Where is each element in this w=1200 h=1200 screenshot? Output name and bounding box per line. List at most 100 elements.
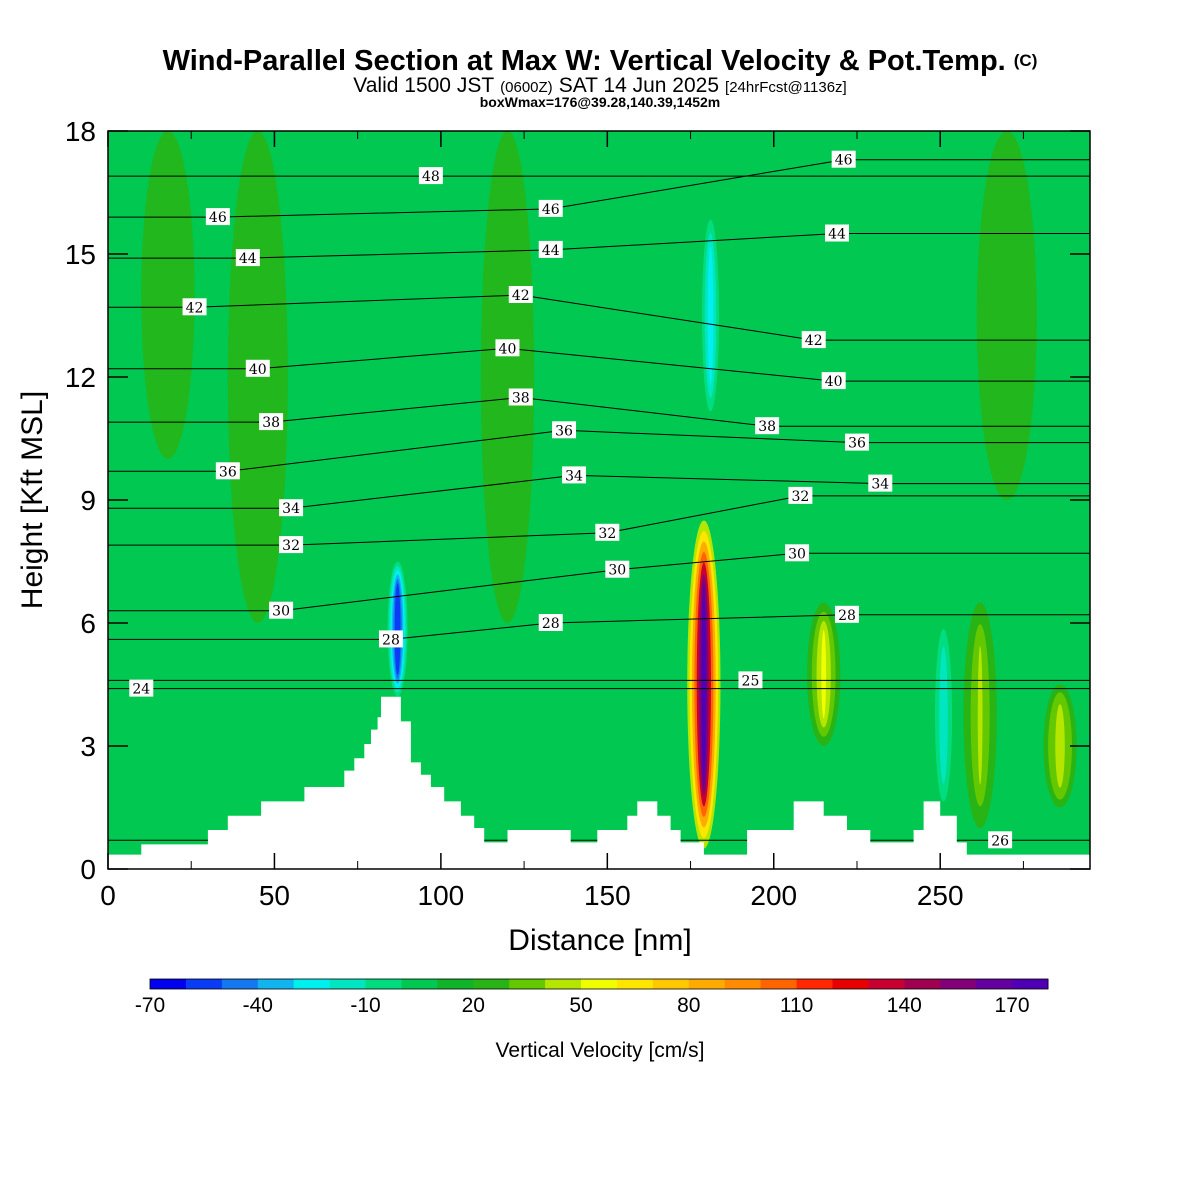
chart-title: Wind-Parallel Section at Max W: Vertical…: [163, 45, 1038, 77]
valid-date: SAT 14 Jun 2025: [559, 74, 719, 97]
plot-area: 24 25 26 28 28 28 30 30 30 32 32 32 34 34 34 36 36 36 38 38…: [108, 131, 1090, 869]
colorbar-swatch: [688, 979, 726, 989]
velocity-streak: [893, 377, 921, 582]
velocity-streak: [554, 623, 595, 787]
contour-label-box: [205, 208, 230, 226]
theta-contour-label: 42: [801, 331, 826, 349]
updraft-core: [821, 630, 827, 719]
theta-contour-label: 36: [215, 462, 240, 480]
valid-time-line: Valid 1500 JST (0600Z) SAT 14 Jun 2025 [24h…: [353, 74, 846, 97]
theta-contour-label: 32: [595, 523, 620, 542]
contour-label-box: [508, 388, 533, 406]
contour-label-box: [269, 601, 294, 619]
colorbar-swatch: [221, 979, 259, 989]
colorbar-swatch: [293, 979, 331, 989]
colorbar-swatch: [868, 979, 905, 989]
contour-label-box: [821, 372, 846, 390]
colorbar-swatch: [940, 979, 977, 989]
y-tick-label: 18: [65, 116, 96, 147]
theta-contour-label: 28: [538, 614, 563, 632]
colorbar-swatch: [329, 979, 367, 989]
contour-label-box: [988, 831, 1013, 849]
contour-label-box: [605, 560, 630, 578]
y-tick-label: 0: [80, 854, 96, 885]
contour-label-text: 46: [209, 210, 227, 226]
contour-label-box: [245, 359, 270, 377]
contour-label-text: 24: [132, 682, 150, 698]
contour-label-text: 36: [848, 436, 866, 452]
colorbar-frame: [149, 978, 1049, 990]
velocity-streak: [480, 131, 535, 623]
contour-label-text: 44: [239, 251, 257, 267]
contour-label-box: [831, 150, 856, 168]
contour-label-box: [259, 413, 284, 431]
colorbar-swatch: [616, 979, 654, 989]
contour-label-text: 40: [499, 341, 517, 357]
contour-label-box: [844, 433, 869, 451]
copyright-mark: (C): [1014, 51, 1038, 70]
colorbar-swatch: [904, 979, 941, 989]
updraft-core: [1057, 708, 1063, 784]
contour-label-text: 32: [791, 489, 809, 505]
contour-label-text: 42: [512, 288, 530, 304]
theta-contour-label: 38: [259, 413, 284, 431]
theta-contour-label: 32: [279, 536, 304, 554]
contour-label-box: [538, 240, 563, 258]
updraft-core: [977, 645, 983, 785]
theta-contour-label: 25: [738, 671, 763, 689]
colorbar-swatch: [401, 979, 438, 989]
x-tick-label: 100: [418, 880, 465, 911]
velocity-streak: [141, 131, 195, 459]
contour-label-text: 38: [512, 391, 530, 407]
colorbar-swatch: [796, 979, 833, 989]
contour-label-text: 25: [742, 673, 760, 689]
colorbar-swatch: [185, 979, 223, 989]
contour-label-text: 48: [422, 169, 440, 185]
contour-label-text: 38: [262, 415, 280, 431]
theta-contour-label: 30: [785, 544, 810, 562]
contour-label-text: 44: [542, 243, 560, 259]
theta-contour-label: 34: [279, 499, 304, 517]
colorbar-swatch: [832, 979, 869, 989]
velocity-streak: [594, 336, 621, 500]
y-tick-label: 6: [80, 608, 96, 639]
theta-contour-label: 30: [269, 601, 294, 620]
colorbar-swatch: [1012, 979, 1049, 989]
theta-contour-label: 36: [552, 421, 577, 439]
contour-label-box: [215, 462, 240, 480]
colorbar-tick-label: 110: [780, 994, 813, 1017]
x-tick-label: 0: [100, 880, 116, 911]
theta-contour-label: 38: [508, 388, 533, 407]
colorbar-swatch: [652, 979, 690, 989]
theta-contour-label: 40: [495, 339, 520, 357]
theta-contour-label: 40: [821, 372, 846, 390]
colorbar-swatch: [257, 979, 295, 989]
x-tick-label: 250: [917, 880, 964, 911]
colorbar-swatch: [365, 979, 402, 989]
colorbar-swatch: [545, 979, 582, 989]
contour-label-text: 44: [828, 227, 846, 243]
contour-label-box: [868, 474, 893, 492]
colorbar-swatch: [581, 979, 618, 989]
forecast-label: [24hrFcst@1136z]: [725, 79, 847, 96]
colorbar-tick-label: -70: [135, 994, 165, 1017]
contour-label-box: [129, 679, 154, 697]
theta-contour-label: 34: [868, 474, 893, 493]
contour-label-text: 34: [282, 501, 300, 517]
theta-contour-label: 28: [834, 605, 859, 624]
theta-contour-label: 36: [844, 433, 869, 452]
contour-label-text: 36: [219, 464, 237, 480]
contour-label-box: [378, 630, 403, 648]
theta-contour-label: 38: [755, 417, 780, 435]
contour-label-box: [538, 199, 563, 217]
theta-contour-label: 44: [235, 249, 260, 267]
contour-label-box: [834, 605, 859, 623]
colorbar: -70 -40 -10 20 50 80 110 140 170: [135, 978, 1049, 1017]
theta-contour-label: 48: [418, 167, 443, 185]
velocity-streak: [976, 131, 1037, 500]
y-tick-label: 9: [80, 485, 96, 516]
contour-label-text: 30: [788, 546, 806, 562]
terrain: [108, 696, 1090, 869]
velocity-streak: [397, 377, 418, 500]
